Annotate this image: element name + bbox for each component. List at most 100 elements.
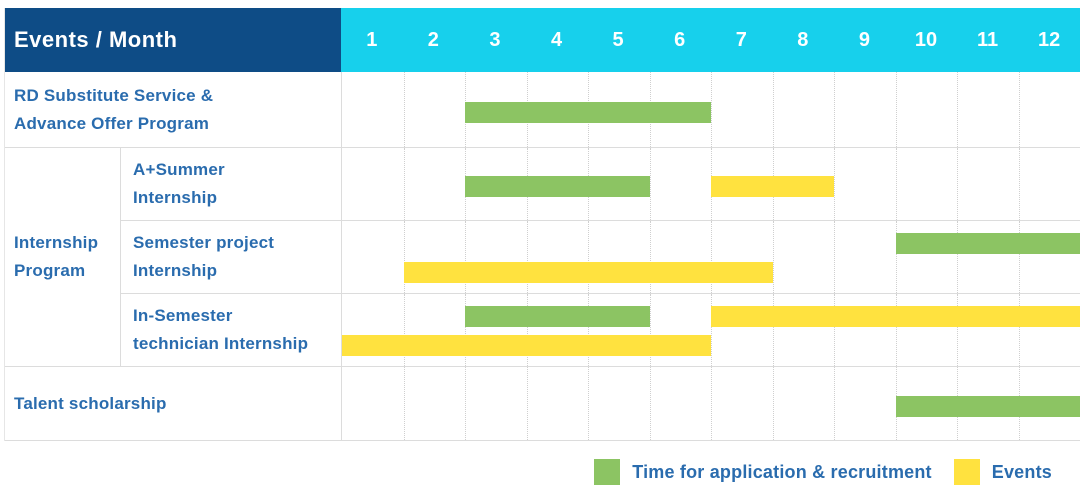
- row-talent-scholarship: Talent scholarship: [5, 367, 1080, 441]
- month-header-12: 12: [1038, 28, 1061, 51]
- month-gridline: [834, 294, 835, 366]
- gantt-track-in-semester-technician: [341, 294, 1080, 366]
- row-label-line: A+Summer: [133, 160, 225, 179]
- month-gridline: [711, 221, 712, 293]
- gantt-bar-recruitment: [465, 101, 711, 123]
- row-in-semester-technician: In-Semester technician Internship: [121, 293, 1080, 366]
- month-gridline: [834, 72, 835, 147]
- gantt-bar-events: [342, 335, 711, 356]
- gantt-bar-events: [711, 306, 1080, 327]
- month-gridline: [772, 294, 774, 366]
- header-row: Events / Month 1 2 3 4 5 6 7 8 9 10 11 12: [5, 8, 1080, 72]
- month-gridline: [465, 294, 466, 366]
- gantt-bar-events: [403, 262, 773, 283]
- month-header-6: 6: [674, 28, 686, 51]
- gantt-bar-recruitment: [465, 306, 650, 327]
- month-gridline: [772, 72, 774, 147]
- month-header-2: 2: [427, 28, 439, 51]
- month-gridline: [772, 221, 774, 293]
- month-gridline: [895, 294, 897, 366]
- row-label-line: Internship: [133, 261, 218, 280]
- month-gridline: [957, 72, 958, 147]
- month-gridline: [649, 221, 651, 293]
- row-a-plus-summer: A+Summer Internship: [121, 148, 1080, 220]
- month-gridline: [649, 367, 651, 440]
- group-label-line: Program: [14, 261, 86, 280]
- month-gridline: [649, 294, 651, 366]
- month-gridline: [834, 148, 835, 220]
- month-header-8: 8: [797, 28, 809, 51]
- month-gridline: [403, 148, 405, 220]
- month-gridline: [649, 148, 651, 220]
- month-header-11: 11: [976, 28, 999, 51]
- month-gridline: [895, 221, 897, 293]
- row-label-semester-project: Semester project Internship: [121, 221, 341, 293]
- month-gridline: [1018, 221, 1020, 293]
- legend-swatch-events-icon: [953, 459, 980, 485]
- month-gridline: [403, 294, 405, 366]
- month-header-7: 7: [735, 28, 747, 51]
- legend-swatch-recruitment-icon: [594, 459, 621, 485]
- row-label-rd-substitute: RD Substitute Service & Advance Offer Pr…: [5, 72, 341, 147]
- header-corner-cell: Events / Month: [5, 8, 341, 72]
- gantt-track-talent-scholarship: [341, 367, 1080, 440]
- month-header-3: 3: [489, 28, 501, 51]
- gantt-bar-recruitment: [465, 176, 650, 197]
- month-gridline: [1018, 148, 1020, 220]
- month-header-10: 10: [914, 28, 938, 51]
- header-corner-label: Events / Month: [14, 27, 178, 52]
- month-header-strip: 1 2 3 4 5 6 7 8 9 10 11 12: [341, 8, 1080, 72]
- month-gridline: [711, 72, 712, 147]
- month-gridline: [465, 367, 466, 440]
- gantt-bar-events: [711, 176, 834, 197]
- month-gridline: [403, 72, 405, 147]
- month-gridline: [465, 221, 466, 293]
- month-gridline: [957, 221, 958, 293]
- group-label-internship-program: Internship Program: [5, 148, 121, 366]
- month-gridline: [834, 221, 835, 293]
- month-gridline: [834, 367, 835, 440]
- group-label-line: Internship: [14, 233, 99, 252]
- month-gridline: [526, 294, 528, 366]
- legend-label-recruitment: Time for application & recruitment: [632, 461, 932, 482]
- group-subrows: A+Summer Internship Semester project Int…: [121, 148, 1080, 366]
- month-header-9: 9: [858, 28, 870, 51]
- month-gridline: [403, 367, 405, 440]
- row-label-line: Talent scholarship: [14, 393, 167, 413]
- legend: Time for application & recruitment Event…: [594, 455, 1052, 489]
- gantt-track-semester-project: [341, 221, 1080, 293]
- legend-label-events: Events: [991, 461, 1052, 482]
- month-gridline: [711, 367, 712, 440]
- month-gridline: [957, 148, 958, 220]
- month-gridline: [957, 294, 958, 366]
- gantt-bar-recruitment: [895, 395, 1080, 417]
- month-gridline: [526, 221, 528, 293]
- row-label-a-plus-summer: A+Summer Internship: [121, 148, 341, 220]
- row-label-talent-scholarship: Talent scholarship: [5, 367, 341, 440]
- row-label-line: Advance Offer Program: [14, 113, 210, 133]
- gantt-table: Events / Month 1 2 3 4 5 6 7 8 9 10 11 12 RD Substi…: [4, 8, 1080, 441]
- row-label-line: RD Substitute Service &: [14, 85, 214, 105]
- month-gridline: [772, 367, 774, 440]
- row-label-line: Semester project: [133, 233, 275, 252]
- gantt-bar-recruitment: [895, 233, 1080, 254]
- row-rd-substitute: RD Substitute Service & Advance Offer Pr…: [5, 72, 1080, 148]
- month-gridline: [403, 221, 405, 293]
- gantt-track-rd-substitute: [341, 72, 1080, 147]
- month-gridline: [1018, 72, 1020, 147]
- row-label-line: Internship: [133, 188, 218, 207]
- month-gridline: [895, 148, 897, 220]
- month-header-1: 1: [366, 28, 378, 51]
- month-header-5: 5: [612, 28, 624, 51]
- month-gridline: [1018, 294, 1020, 366]
- month-gridline: [588, 221, 589, 293]
- month-gridline: [895, 72, 897, 147]
- row-label-in-semester-technician: In-Semester technician Internship: [121, 294, 341, 366]
- month-gridline: [526, 367, 528, 440]
- month-gridline: [588, 367, 589, 440]
- row-label-line: In-Semester: [133, 306, 233, 325]
- month-gridline: [588, 294, 589, 366]
- row-label-line: technician Internship: [133, 334, 309, 353]
- row-semester-project: Semester project Internship: [121, 220, 1080, 293]
